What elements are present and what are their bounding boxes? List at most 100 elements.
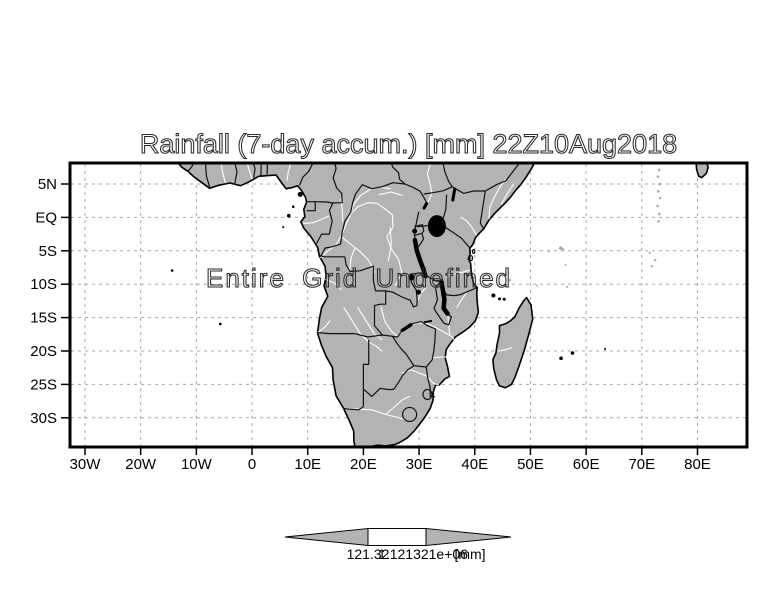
lesotho-border-ring (402, 406, 418, 423)
atoll-speckle (656, 175, 660, 178)
country-border-line (420, 321, 437, 368)
country-border-line (444, 286, 478, 297)
small-island-dot (286, 213, 291, 218)
river-line (319, 202, 403, 287)
atoll-speckle (657, 168, 661, 172)
x-tick-label: 30E (406, 456, 433, 473)
country-border-line (343, 406, 364, 411)
river-line (385, 395, 411, 416)
river-line (324, 278, 342, 291)
country-border-line (319, 254, 386, 292)
river-line (426, 164, 433, 204)
undefined-grid-message: Entire Grid Undefined (205, 262, 513, 293)
pemba-island (471, 248, 476, 254)
atoll-speckle (562, 248, 565, 251)
lake-albert (422, 201, 429, 210)
atoll-speckle (547, 250, 550, 253)
country-borders-layer (187, 164, 520, 423)
country-border-line (306, 164, 343, 204)
x-tick-label: 10E (294, 456, 321, 473)
country-border-line (317, 332, 393, 338)
atoll-speckle (657, 220, 660, 223)
river-line (432, 356, 449, 359)
sri-lanka-island (695, 164, 709, 179)
country-border-line (440, 223, 471, 249)
country-border-line (316, 202, 334, 244)
river-line (357, 307, 383, 341)
atoll-speckle (536, 284, 539, 287)
small-island-dot (170, 269, 174, 272)
small-island-dot (219, 322, 222, 326)
atoll-speckle (658, 212, 661, 216)
river-line (460, 216, 477, 236)
x-tick-label: 20W (125, 456, 157, 473)
river-line (456, 292, 467, 309)
x-tick-label: 50E (517, 456, 544, 473)
small-island-dot (282, 226, 285, 229)
y-tick-label: 15S (30, 310, 57, 327)
lake-tanganyika (412, 237, 428, 279)
y-tick-label: 25S (30, 376, 57, 393)
small-island-dot (604, 347, 607, 350)
lake-malawi (439, 279, 450, 316)
colorbar-units-label: [mm] (454, 546, 486, 562)
river-line (341, 236, 376, 273)
lake-kivu (412, 228, 418, 234)
country-border-line (363, 365, 415, 397)
atoll-speckle (508, 278, 512, 282)
small-island-dot (291, 205, 295, 209)
river-line (401, 369, 440, 386)
small-island-dot (570, 351, 575, 355)
country-border-line (485, 164, 520, 192)
lake-kariba (400, 323, 413, 333)
country-border-line (413, 365, 427, 368)
country-border-line (187, 164, 194, 172)
river-line (350, 186, 391, 214)
y-tick-label: 30S (30, 410, 57, 427)
river-line (348, 246, 356, 272)
axis-ticks: 30W 20W 10W 0 10E 20E 30E 40E 50E 60E 70E 80E 5N EQ 5S… (30, 176, 711, 473)
atoll-speckle (650, 264, 654, 268)
islands-layer (170, 164, 662, 361)
colorbar-right-arrow (425, 527, 512, 547)
lake-bangweulu (416, 289, 422, 295)
country-border-line (423, 186, 453, 195)
river-line (343, 307, 383, 352)
lake-mweru (408, 274, 415, 281)
atoll-speckle (656, 204, 659, 208)
atoll-speckle (566, 285, 569, 288)
x-tick-label: 0 (248, 456, 256, 473)
country-border-line (355, 182, 428, 205)
river-line (303, 215, 330, 224)
country-border-line (319, 193, 357, 258)
country-border-line (442, 164, 453, 188)
river-line (220, 164, 226, 184)
lake-cahora-bassa (423, 319, 433, 324)
river-line (446, 269, 470, 279)
small-island-dot (498, 297, 502, 301)
y-tick-label: 10S (30, 276, 57, 293)
swaziland-border-ring (422, 388, 433, 401)
atoll-speckle (658, 196, 662, 200)
river-line (497, 347, 513, 352)
x-tick-label: 80E (684, 456, 711, 473)
plot-title: Rainfall (7-day accum.) [mm] 22Z10Aug201… (139, 128, 678, 159)
river-line (488, 178, 506, 220)
country-border-line (204, 164, 211, 188)
colorbar-high-label: 1.121321e+06 (378, 546, 468, 562)
country-border-line (451, 186, 486, 194)
x-tick-label: 10W (181, 456, 213, 473)
atoll-speckle (564, 263, 567, 266)
atoll-speckle (656, 190, 660, 193)
lakes-layer (400, 187, 457, 333)
x-tick-label: 40E (461, 456, 488, 473)
colorbar (284, 527, 512, 547)
y-tick-label: EQ (35, 209, 57, 226)
country-border-line (479, 190, 486, 229)
country-border-line (234, 164, 238, 184)
river-line (387, 226, 392, 262)
country-border-line (390, 164, 406, 185)
y-tick-label: 5N (38, 176, 57, 193)
river-line (417, 286, 427, 301)
